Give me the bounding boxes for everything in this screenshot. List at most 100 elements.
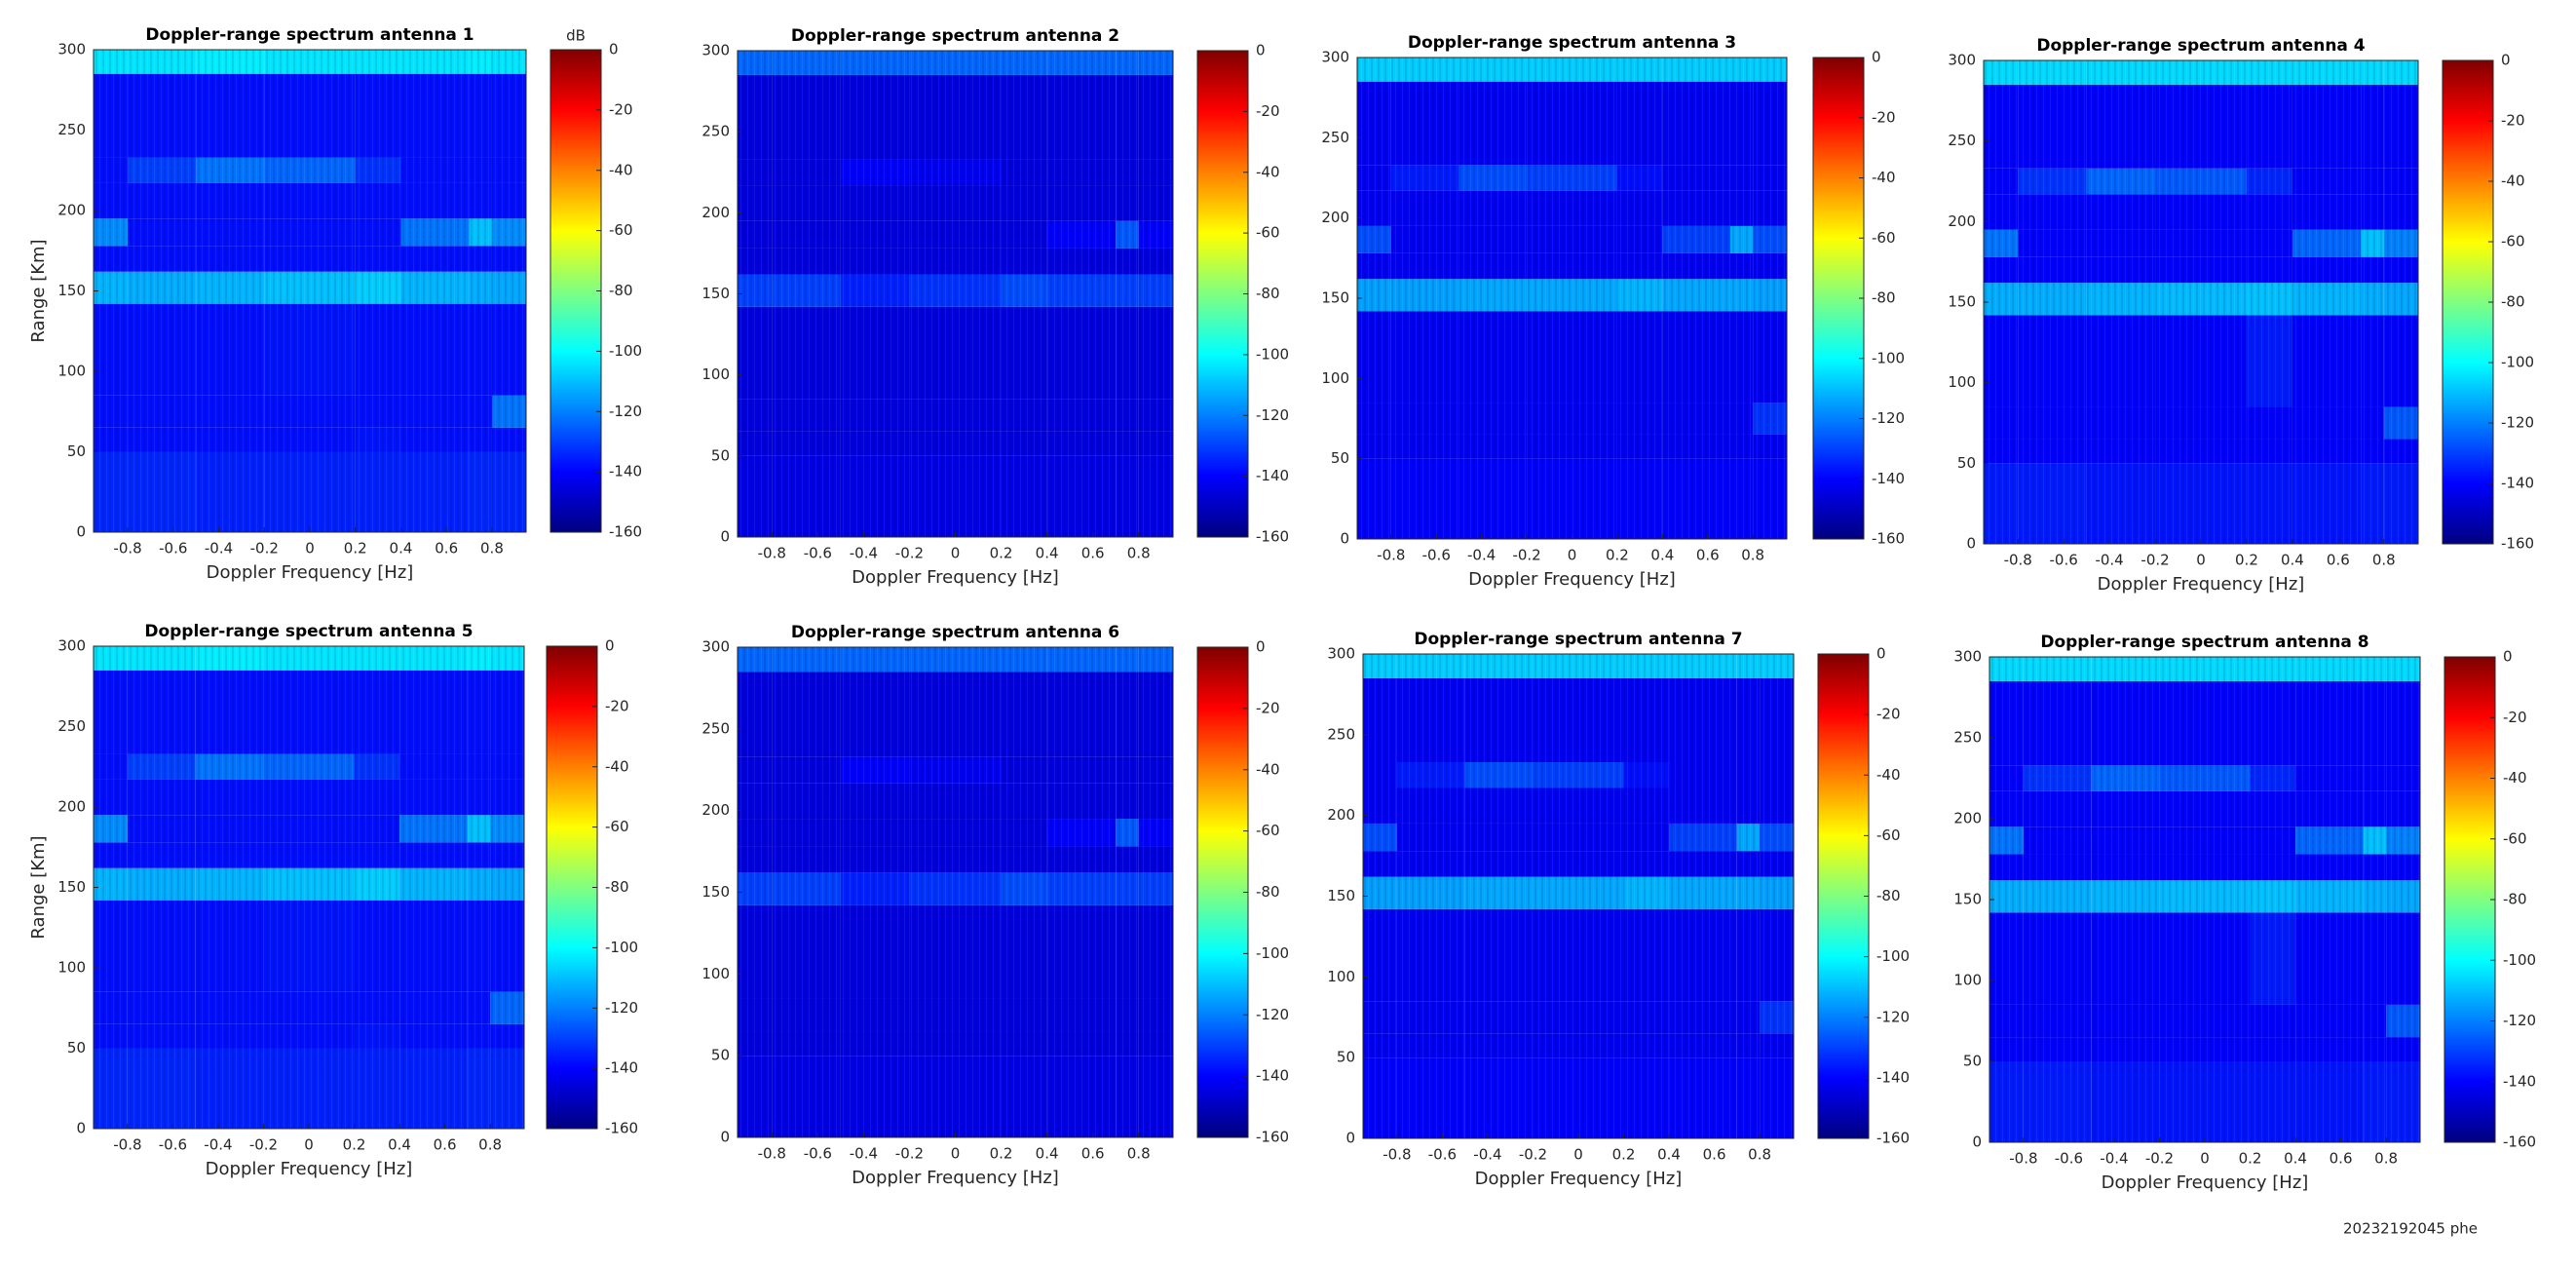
x-tick-label: -0.4 <box>1473 1146 1501 1164</box>
y-tick-label: 300 <box>1327 645 1355 663</box>
colorbar-tick-label: -100 <box>2503 951 2536 969</box>
y-tick-label: 50 <box>1337 1049 1355 1066</box>
y-tick-label: 100 <box>57 363 86 380</box>
x-tick-label: -0.4 <box>1467 547 1496 564</box>
colorbar-tick-label: -140 <box>605 1059 638 1077</box>
x-tick-label: 0.6 <box>434 1136 457 1154</box>
colorbar-tick-label: -140 <box>1256 467 1289 484</box>
texture <box>1984 60 2418 544</box>
x-tick-label: -0.8 <box>1377 547 1405 564</box>
colorbar-tick-label: -60 <box>1256 822 1280 839</box>
x-tick-label: 0.6 <box>1081 1145 1105 1163</box>
colorbar-tick-label: -100 <box>609 342 642 360</box>
texture <box>738 51 1173 537</box>
colorbar-tick-label: -120 <box>1256 1006 1289 1023</box>
x-tick-label: -0.8 <box>113 1136 141 1154</box>
x-tick-label: -0.6 <box>804 545 832 562</box>
colorbar-tick-label: 0 <box>1872 49 1881 66</box>
colorbar-tick-label: 0 <box>609 41 619 58</box>
colorbar-tick-label: -160 <box>1876 1130 1910 1147</box>
y-tick-label: 250 <box>1327 725 1355 743</box>
y-tick-label: 250 <box>1948 132 1976 149</box>
x-tick-label: 0 <box>1573 1146 1583 1164</box>
colorbar-label: dB <box>566 27 586 45</box>
y-tick-label: 0 <box>720 1129 730 1146</box>
x-tick-label: 0.2 <box>1606 547 1629 564</box>
colorbar-tick-label: -160 <box>605 1120 638 1137</box>
x-tick-label: -0.2 <box>2145 1150 2174 1168</box>
x-tick-label: 0.2 <box>990 545 1013 562</box>
x-tick-label: -0.2 <box>250 540 279 557</box>
y-tick-label: 50 <box>1963 1053 1982 1070</box>
x-tick-label: 0.8 <box>478 1136 502 1154</box>
colorbar-tick-label: -60 <box>1256 224 1280 242</box>
x-tick-label: 0.6 <box>1696 547 1720 564</box>
y-tick-label: 0 <box>1966 535 1976 553</box>
colorbar-tick-label: -140 <box>1872 470 1905 487</box>
x-axis-label: Doppler Frequency [Hz] <box>2098 574 2305 595</box>
x-tick-label: 0.4 <box>2281 552 2304 569</box>
colorbar-tick-label: -100 <box>1256 345 1289 363</box>
y-tick-label: 200 <box>701 204 730 221</box>
colorbar-tick-label: 0 <box>1256 638 1266 656</box>
y-tick-label: 200 <box>701 801 730 819</box>
x-tick-label: 0.6 <box>2330 1150 2353 1168</box>
colorbar <box>1817 653 1870 1139</box>
y-tick-label: 0 <box>1340 530 1349 548</box>
texture <box>738 647 1173 1137</box>
x-tick-label: 0 <box>304 1136 314 1154</box>
colorbar <box>1196 50 1249 538</box>
colorbar-tick-label: -80 <box>1256 285 1280 302</box>
x-tick-label: -0.8 <box>1383 1146 1411 1164</box>
y-tick-label: 300 <box>1953 648 1982 666</box>
y-tick-label: 150 <box>57 878 86 896</box>
y-tick-label: 100 <box>57 959 86 977</box>
y-axis-label: Range [Km] <box>28 835 49 939</box>
colorbar-tick-label: -20 <box>1256 102 1280 120</box>
y-tick-label: 50 <box>67 1039 86 1057</box>
x-tick-label: -0.6 <box>804 1145 832 1163</box>
y-tick-label: 300 <box>57 637 86 655</box>
x-tick-label: -0.2 <box>895 1145 924 1163</box>
y-tick-label: 300 <box>701 638 730 656</box>
colorbar-tick-label: -120 <box>1876 1008 1910 1025</box>
y-tick-label: 200 <box>57 798 86 816</box>
y-tick-label: 300 <box>701 42 730 59</box>
colorbar-tick-label: -40 <box>1872 169 1896 186</box>
x-tick-label: 0.2 <box>2235 552 2258 569</box>
colorbar-tick-label: -20 <box>605 697 629 714</box>
x-tick-label: 0 <box>1568 547 1577 564</box>
colorbar-tick-label: -120 <box>1256 406 1289 424</box>
colorbar-tick-label: -160 <box>1872 530 1905 548</box>
x-tick-label: -0.2 <box>249 1136 278 1154</box>
y-tick-label: 0 <box>1345 1130 1355 1147</box>
y-tick-label: 200 <box>1953 810 1982 827</box>
colorbar-tick-label: -60 <box>605 818 629 835</box>
colorbar-tick-label: -160 <box>2503 1134 2536 1151</box>
x-tick-label: -0.8 <box>758 545 786 562</box>
colorbar-tick-label: -40 <box>1256 760 1280 778</box>
colorbar-tick-label: -80 <box>2501 293 2525 311</box>
x-axis-label: Doppler Frequency [Hz] <box>1475 1169 1683 1189</box>
y-tick-label: 250 <box>701 123 730 140</box>
colorbar-tick-label: -140 <box>609 463 642 480</box>
x-tick-label: 0 <box>305 540 315 557</box>
x-axis-label: Doppler Frequency [Hz] <box>207 562 414 583</box>
chart-title: Doppler-range spectrum antenna 6 <box>791 623 1119 642</box>
colorbar-tick-label: -80 <box>605 878 629 896</box>
colorbar-tick-label: -80 <box>609 282 633 299</box>
x-tick-label: 0.8 <box>480 540 504 557</box>
texture <box>1989 657 2420 1142</box>
y-tick-label: 150 <box>701 883 730 901</box>
colorbar-tick-label: -60 <box>1876 826 1901 844</box>
y-tick-label: 100 <box>701 365 730 383</box>
y-tick-label: 0 <box>1972 1134 1982 1151</box>
colorbar-tick-label: -140 <box>2501 475 2534 492</box>
colorbar-tick-label: -100 <box>2501 354 2534 371</box>
colorbar-tick-label: -120 <box>609 403 642 420</box>
colorbar-tick-label: -120 <box>1872 409 1905 427</box>
y-tick-label: 100 <box>1948 373 1976 391</box>
x-tick-label: 0.6 <box>1081 545 1105 562</box>
x-tick-label: 0.4 <box>1036 1145 1059 1163</box>
colorbar-tick-label: -100 <box>1256 944 1289 962</box>
